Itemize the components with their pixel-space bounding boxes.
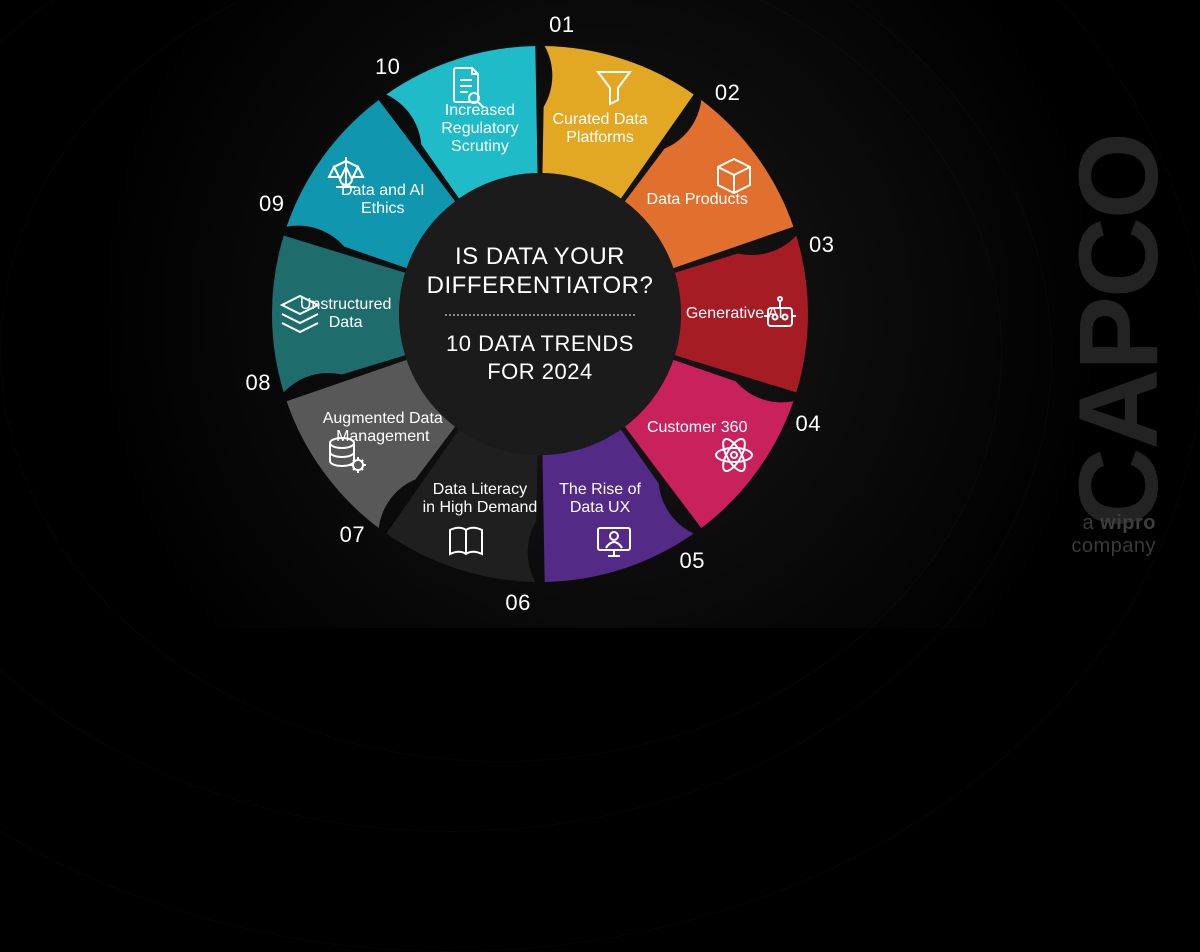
brand-tagline-suffix: company [1071,535,1156,557]
center-subtitle-line1: 10 DATA TRENDS [446,331,634,356]
segment-number: 06 [505,590,530,616]
brand-tagline-bold: wipro [1100,512,1156,534]
segment-number: 05 [680,548,705,574]
segment-number: 09 [259,191,284,217]
brand-tagline-prefix: a [1082,512,1100,534]
center-question: IS DATA YOUR DIFFERENTIATOR? [427,243,654,301]
segment-number: 01 [549,12,574,38]
center-subtitle: 10 DATA TRENDS FOR 2024 [446,330,634,385]
center-question-line2: DIFFERENTIATOR? [427,272,654,299]
segment-number: 02 [715,80,740,106]
center-divider [445,314,635,316]
segment-number: 07 [340,522,365,548]
brand-wordmark: CAPCO [1075,134,1162,528]
center-disc: IS DATA YOUR DIFFERENTIATOR? 10 DATA TRE… [399,173,681,455]
segment-number: 10 [375,54,400,80]
center-subtitle-line2: FOR 2024 [487,359,593,384]
segment-number: 08 [245,370,270,396]
segment-number: 04 [796,411,821,437]
segment-number: 03 [809,232,834,258]
brand-tagline: a wipro company [1071,512,1156,558]
center-question-line1: IS DATA YOUR [455,243,625,270]
